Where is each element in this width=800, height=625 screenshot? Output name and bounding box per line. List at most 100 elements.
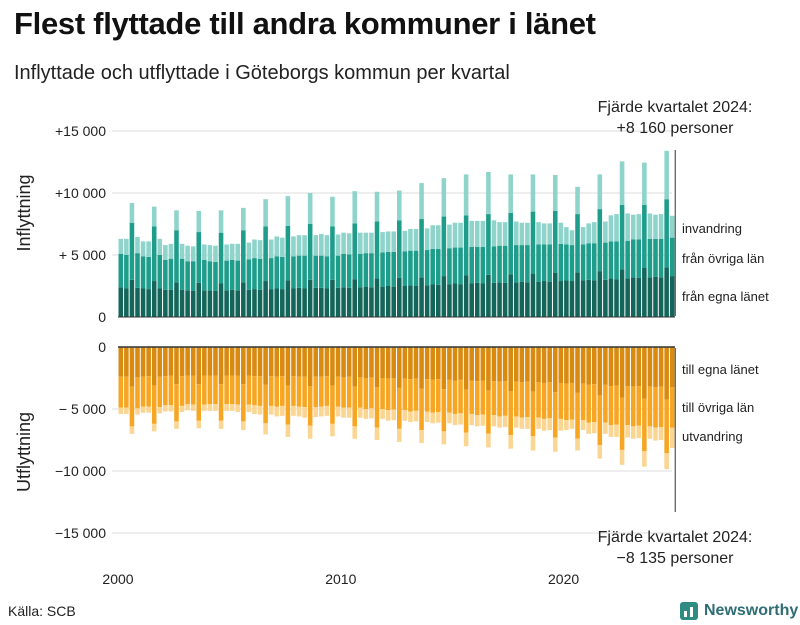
bar-in-ovriga [469,246,474,284]
bar-in-invandring [625,213,630,241]
bar-out-egna [547,347,552,383]
ytick-top-2: +10 000 [55,185,106,201]
bar-in-ovriga [174,230,179,283]
bar-out-egna [630,347,636,387]
bar-in-egna [519,281,525,317]
bar-in-egna [463,275,469,317]
bar-out-ovriga [280,376,285,406]
bar-out-egna [419,347,424,389]
bar-in-egna [146,289,151,317]
bar-in-ovriga [363,253,369,287]
bar-out-egna [341,347,346,378]
xtick-2000: 2000 [102,571,133,587]
bar-in-invandring [252,239,257,259]
bar-in-ovriga [402,251,408,286]
bar-in-egna [608,278,614,317]
bar-out-egna [519,347,525,383]
bar-out-ovriga [252,376,257,406]
bar-out-utvandring [502,415,508,427]
bar-in-invandring [452,222,458,248]
bar-out-utvandring [129,426,135,434]
bar-in-ovriga [313,255,319,288]
bar-out-egna [474,347,480,382]
bar-out-egna [591,347,597,385]
bar-out-utvandring [413,410,419,422]
bar-out-egna [619,347,625,398]
bar-out-utvandring [140,406,146,413]
brand-logo: Newsworthy [680,599,798,623]
bar-out-utvandring [591,422,597,434]
bar-in-ovriga [480,246,486,284]
bar-out-egna [658,347,664,387]
bar-in-ovriga [346,254,352,288]
bar-in-egna [380,286,385,317]
bar-in-egna [374,278,380,317]
axes [118,150,676,512]
bar-out-utvandring [486,433,491,448]
bar-in-ovriga [335,255,341,288]
bar-in-ovriga [463,215,469,276]
bar-out-utvandring [151,423,157,432]
bar-out-ovriga [363,378,369,409]
bar-in-invandring [424,228,430,251]
bar-out-egna [146,347,151,377]
bar-in-ovriga [302,255,307,289]
bar-in-egna [268,289,274,317]
bar-out-utvandring [246,404,252,413]
bar-out-ovriga [140,376,146,407]
bar-out-egna [358,347,363,378]
bar-out-utvandring [124,407,129,414]
bar-in-egna [597,271,603,317]
bar-in-egna [163,289,168,317]
bar-out-ovriga [268,376,274,406]
chart-subtitle: Inflyttade och utflyttade i Göteborgs ko… [14,62,510,84]
bar-out-ovriga [575,392,580,439]
bar-in-invandring [569,230,575,246]
bar-in-egna [140,288,146,317]
bar-out-egna [385,347,391,379]
bar-in-ovriga [647,238,653,278]
bar-in-egna [630,277,636,317]
bar-out-egna [597,347,603,396]
bar-in-ovriga [369,253,374,288]
bar-out-utvandring [168,405,174,412]
bar-in-ovriga [603,242,608,280]
bar-in-egna [263,281,268,317]
ytick-bottom-3: −15 000 [55,525,106,541]
bar-out-egna [552,347,558,393]
bar-out-ovriga [603,384,608,423]
bar-in-invandring [552,175,558,211]
bar-in-ovriga [179,258,185,290]
ytick-top-1: + 5 000 [59,247,106,263]
bar-out-utvandring [224,404,229,411]
bar-out-ovriga [157,376,163,408]
bar-in-egna [502,282,508,317]
bar-in-ovriga [569,245,575,282]
bar-in-invandring [408,228,413,251]
bar-out-utvandring [369,408,374,419]
bar-out-egna [330,347,335,386]
bar-out-egna [653,347,658,388]
bar-in-egna [124,288,129,317]
bar-in-invandring [213,245,218,262]
bar-out-egna [469,347,474,381]
bar-in-invandring [346,233,352,255]
bar-in-invandring [419,183,424,220]
bar-in-egna [157,288,163,317]
bar-out-utvandring [642,451,647,467]
bar-out-ovriga [435,379,441,413]
bar-out-egna [274,347,280,377]
bar-in-invandring [441,178,447,217]
bar-out-egna [497,347,502,382]
bar-in-egna [452,283,458,317]
bar-out-ovriga [424,379,430,412]
bar-in-ovriga [408,250,413,286]
bar-out-utvandring [402,410,408,421]
chart-title: Flest flyttade till andra kommuner i län… [14,6,596,41]
bar-in-ovriga [385,251,391,286]
bar-out-egna [280,347,285,377]
bar-out-ovriga [190,375,196,405]
bar-out-ovriga [558,382,564,419]
bar-out-ovriga [419,388,424,431]
bar-out-ovriga [346,376,352,408]
